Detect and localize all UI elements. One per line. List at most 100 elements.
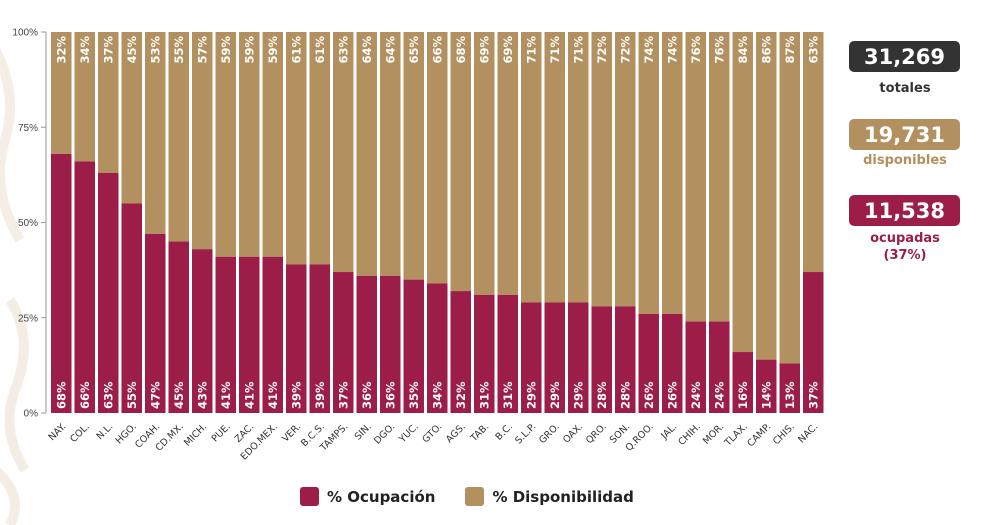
data-label-ocupacion: 24% [712, 381, 726, 409]
bar-ocupacion [403, 279, 424, 413]
bar-disponibilidad [803, 32, 824, 273]
data-label-disponibilidad: 61% [313, 36, 327, 64]
totales-label: totales [879, 81, 931, 96]
data-label-disponibilidad: 74% [642, 36, 656, 64]
data-label-disponibilidad: 66% [430, 36, 444, 64]
bar-disponibilidad [309, 32, 330, 265]
bar-disponibilidad [756, 32, 777, 360]
x-tick-label: TLAX. [722, 421, 750, 449]
x-tick-label: GTO. [420, 421, 444, 445]
bar-disponibilidad [521, 32, 542, 303]
legend-label-ocupacion: % Ocupación [327, 487, 436, 506]
x-tick-label: COL. [68, 421, 92, 445]
bar-ocupacion [333, 272, 354, 413]
x-tick-label: AGS. [444, 421, 468, 445]
data-label-disponibilidad: 71% [524, 36, 538, 64]
disponibles-label: disponibles [863, 153, 947, 168]
bar-disponibilidad [403, 32, 424, 280]
data-label-disponibilidad: 37% [101, 36, 115, 64]
bar-ocupacion [732, 352, 753, 413]
x-tick-label: GRO. [537, 421, 562, 446]
data-label-ocupacion: 31% [477, 381, 491, 409]
bar-disponibilidad [333, 32, 354, 273]
bar-ocupacion [145, 233, 166, 413]
legend-item-ocupacion: % Ocupación [300, 487, 435, 506]
bar-ocupacion [662, 313, 683, 413]
data-label-disponibilidad: 59% [266, 36, 280, 64]
x-tick-label: S.L.P. [513, 421, 538, 446]
x-tick-label: QRO. [584, 421, 609, 446]
y-tick-label: 75% [18, 123, 38, 134]
x-tick-label: CHIH. [676, 421, 703, 448]
data-label-ocupacion: 34% [430, 381, 444, 409]
disponibles-value: 19,731 [863, 122, 946, 147]
bar-ocupacion [51, 153, 72, 414]
data-label-disponibilidad: 59% [219, 36, 233, 64]
bar-disponibilidad [615, 32, 636, 307]
bar-ocupacion [192, 249, 213, 413]
data-label-disponibilidad: 87% [783, 36, 797, 64]
x-tick-label: MOR. [701, 421, 726, 446]
bar-ocupacion [356, 275, 377, 413]
y-tick-label: 100% [12, 28, 38, 39]
bar-ocupacion [638, 313, 659, 413]
ocupadas-percent: (37%) [883, 248, 927, 263]
bar-disponibilidad [638, 32, 659, 314]
data-label-disponibilidad: 59% [242, 36, 256, 64]
ocupadas-label: ocupadas [870, 231, 940, 246]
data-label-ocupacion: 26% [642, 381, 656, 409]
bar-ocupacion [262, 256, 283, 413]
data-label-ocupacion: 55% [125, 381, 139, 409]
bar-ocupacion [380, 275, 401, 413]
bar-ocupacion [685, 321, 706, 413]
data-label-disponibilidad: 53% [148, 36, 162, 64]
totales-value-box: 31,269 [849, 41, 960, 72]
bar-disponibilidad [427, 32, 448, 284]
data-label-disponibilidad: 63% [806, 36, 820, 64]
data-label-ocupacion: 41% [219, 381, 233, 409]
data-label-disponibilidad: 71% [548, 36, 562, 64]
data-label-disponibilidad: 32% [54, 36, 68, 64]
bar-ocupacion [74, 161, 95, 413]
data-label-ocupacion: 63% [101, 381, 115, 409]
data-label-ocupacion: 47% [148, 381, 162, 409]
bar-ocupacion [286, 264, 307, 413]
x-tick-label: DGO. [372, 421, 397, 446]
bar-ocupacion [803, 272, 824, 413]
legend-item-disponibilidad: % Disponibilidad [465, 487, 634, 506]
data-label-ocupacion: 37% [336, 381, 350, 409]
data-label-ocupacion: 41% [266, 381, 280, 409]
data-label-disponibilidad: 65% [407, 36, 421, 64]
bar-disponibilidad [74, 32, 95, 162]
bar-ocupacion [756, 359, 777, 413]
data-label-disponibilidad: 71% [571, 36, 585, 64]
chart-legend: % Ocupación % Disponibilidad [300, 487, 664, 506]
data-label-disponibilidad: 61% [289, 36, 303, 64]
bar-disponibilidad [732, 32, 753, 353]
bar-ocupacion [427, 283, 448, 413]
data-label-disponibilidad: 64% [383, 36, 397, 64]
bar-disponibilidad [51, 32, 72, 154]
x-tick-label: OAX. [561, 421, 585, 445]
legend-swatch-disponibilidad [465, 487, 485, 506]
bar-ocupacion [474, 294, 495, 413]
bar-disponibilidad [568, 32, 589, 303]
data-label-ocupacion: 68% [54, 381, 68, 409]
data-label-ocupacion: 31% [501, 381, 515, 409]
totales-value: 31,269 [863, 44, 946, 69]
bar-ocupacion [779, 363, 800, 413]
bar-disponibilidad [662, 32, 683, 314]
bar-disponibilidad [215, 32, 236, 257]
bar-ocupacion [450, 291, 471, 413]
data-label-disponibilidad: 74% [665, 36, 679, 64]
data-label-disponibilidad: 64% [360, 36, 374, 64]
data-label-disponibilidad: 72% [595, 36, 609, 64]
data-label-ocupacion: 16% [736, 381, 750, 409]
disponibles-value-box: 19,731 [849, 119, 960, 150]
data-label-disponibilidad: 69% [501, 36, 515, 64]
data-label-disponibilidad: 45% [125, 36, 139, 64]
bar-ocupacion [615, 306, 636, 413]
x-tick-label: CHIS. [771, 421, 797, 447]
data-label-ocupacion: 37% [806, 381, 820, 409]
data-label-ocupacion: 39% [313, 381, 327, 409]
